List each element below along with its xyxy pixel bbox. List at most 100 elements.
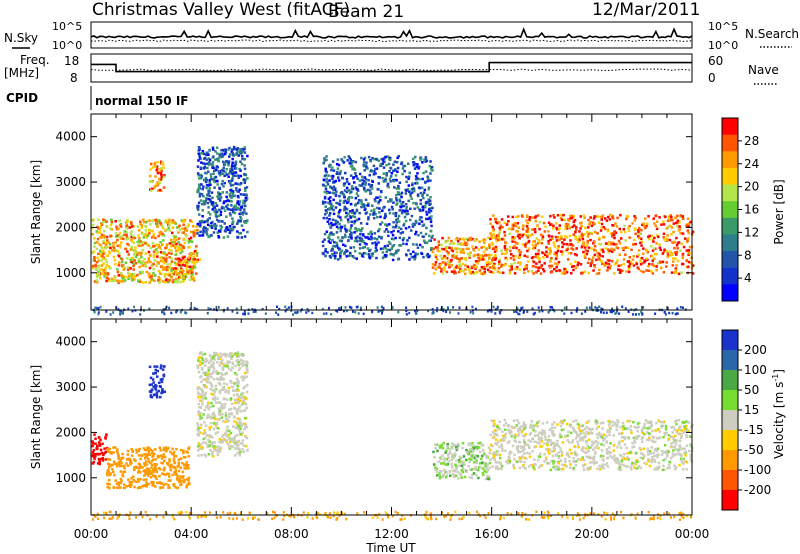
data-cell [430,246,433,250]
data-cell [497,267,501,270]
data-cell [144,229,148,232]
data-cell [101,442,104,446]
data-cell [437,243,441,246]
data-cell [168,464,171,468]
data-cell [238,232,241,235]
data-cell [421,177,424,181]
noise-right-tick-bottom: 10^0 [708,39,738,52]
data-cell [608,266,611,270]
data-cell [540,242,544,245]
data-cell [406,239,409,242]
data-cell [447,456,450,459]
data-cell [219,413,222,416]
data-cell [445,463,448,466]
data-cell [173,241,177,244]
data-cell [93,259,96,262]
ground-scatter-cell [600,307,603,310]
data-cell [137,239,141,242]
data-cell [151,378,155,381]
data-cell [617,264,620,268]
data-cell [234,401,237,405]
data-cell [350,224,353,227]
data-cell [238,366,242,370]
data-cell [208,197,211,201]
data-cell [391,258,395,262]
data-cell [213,210,216,213]
data-cell [187,467,190,470]
data-cell [221,179,224,183]
data-cell [408,190,411,193]
data-cell [623,230,627,234]
data-cell [558,238,561,242]
data-cell [229,214,232,217]
data-cell [355,218,359,222]
data-cell [434,246,438,249]
data-cell [645,249,649,252]
data-cell [494,253,497,257]
data-cell [553,243,556,247]
data-cell [148,229,151,233]
data-cell [159,256,162,260]
data-cell [588,223,591,226]
data-cell [212,455,215,458]
data-cell [612,242,616,246]
data-cell [337,176,340,179]
data-cell [377,241,380,244]
data-cell [113,242,116,246]
data-cell [627,260,630,263]
freq-left-label-1: Freq. [20,53,50,67]
data-cell [489,222,492,225]
data-cell [145,236,148,239]
data-cell [154,458,157,461]
data-cell [198,411,201,415]
data-cell [211,201,214,204]
data-cell [213,446,216,450]
data-cell [152,393,156,397]
data-cell [593,253,596,257]
data-cell [676,214,679,218]
data-cell [198,444,202,447]
data-cell [142,218,145,221]
data-cell [91,444,94,448]
data-cell [685,265,689,269]
data-cell [221,191,224,194]
data-cell [91,451,95,454]
data-cell [613,236,616,240]
ground-scatter-cell [627,310,630,313]
data-cell [361,227,364,230]
data-cell [388,208,391,212]
data-cell [231,168,234,171]
data-cell [145,478,148,481]
data-cell [206,445,209,448]
data-cell [428,164,432,168]
data-cell [331,177,334,180]
data-cell [234,204,237,208]
data-cell [408,258,411,261]
data-cell [432,247,435,250]
data-cell [633,238,636,242]
data-cell [161,252,164,255]
data-cell [413,223,417,227]
data-cell [444,246,448,249]
data-cell [221,419,225,423]
data-cell [499,224,502,228]
data-cell [337,227,340,230]
data-cell [172,483,175,486]
data-cell [534,219,537,223]
data-cell [154,385,157,388]
data-cell [679,231,682,235]
data-cell [350,231,353,235]
data-cell [427,255,431,259]
data-cell [234,447,237,450]
data-cell [200,183,203,186]
data-cell [648,237,651,241]
data-cell [331,248,334,251]
data-cell [375,256,378,260]
data-cell [384,212,387,216]
data-cell [549,260,552,263]
data-cell [117,454,120,458]
data-cell [384,179,388,183]
data-cell [371,242,374,245]
data-cell [326,180,329,183]
data-cell [167,280,170,284]
